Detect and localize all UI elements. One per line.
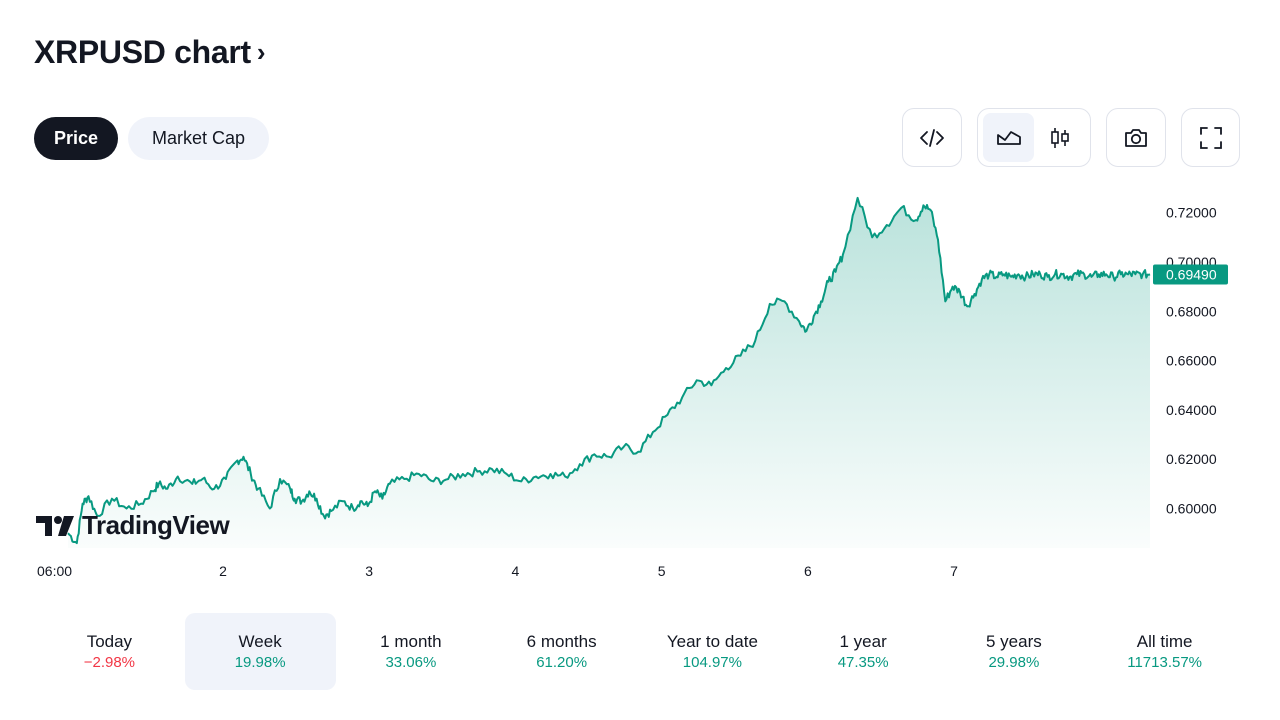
page-title: XRPUSD chart (34, 34, 251, 70)
period-selector: Today −2.98% Week 19.98% 1 month 33.06% … (34, 613, 1240, 690)
chevron-right-icon: › (256, 37, 266, 67)
y-tick-label: 0.60000 (1166, 501, 1217, 517)
embed-button[interactable] (907, 113, 958, 162)
x-tick-label: 5 (658, 563, 666, 579)
period-label: 1 year (839, 631, 887, 651)
period-label: Today (86, 631, 133, 651)
code-icon (920, 128, 944, 147)
candlestick-chart-button[interactable] (1034, 113, 1085, 162)
period-change: 29.98% (988, 653, 1040, 671)
period-all-time[interactable]: All time 11713.57% (1089, 613, 1240, 690)
period-today[interactable]: Today −2.98% (34, 613, 185, 690)
fullscreen-toolbar (1181, 108, 1240, 167)
period-label: Week (238, 631, 282, 651)
period-label: Year to date (666, 631, 758, 651)
y-tick-label: 0.72000 (1166, 205, 1217, 221)
period-1-month[interactable]: 1 month 33.06% (336, 613, 487, 690)
camera-icon (1125, 128, 1147, 147)
tab-price[interactable]: Price (34, 117, 118, 160)
fullscreen-icon (1199, 126, 1222, 149)
period-change: 104.97% (682, 653, 742, 671)
period-week[interactable]: Week 19.98% (184, 613, 336, 690)
period-label: 6 months (526, 631, 597, 651)
x-tick-label: 06:00 (37, 563, 72, 579)
x-tick-label: 7 (950, 563, 958, 579)
period-1-year[interactable]: 1 year 47.35% (788, 613, 939, 690)
fullscreen-button[interactable] (1185, 113, 1236, 162)
period-change: 61.20% (536, 653, 588, 671)
price-chart[interactable]: 0.72000 0.70000 0.68000 0.66000 0.64000 0.620… (0, 180, 1280, 590)
period-label: All time (1136, 631, 1193, 651)
period-6-months[interactable]: 6 months 61.20% (486, 613, 637, 690)
tradingview-logo-text: TradingView (82, 510, 230, 540)
area-chart-button[interactable] (983, 113, 1034, 162)
candlestick-icon (1050, 127, 1069, 148)
y-tick-label: 0.62000 (1166, 451, 1217, 467)
snapshot-button[interactable] (1111, 113, 1162, 162)
period-label: 5 years (986, 631, 1042, 651)
x-tick-label: 2 (219, 563, 227, 579)
price-chart-svg[interactable]: 0.720000.700000.680000.660000.640000.620… (0, 180, 1280, 590)
price-area-fill (68, 197, 1150, 548)
period-year-to-date[interactable]: Year to date 104.97% (637, 613, 788, 690)
tradingview-logo[interactable]: TradingView (36, 510, 230, 541)
tab-market-cap[interactable]: Market Cap (128, 117, 269, 160)
period-change: 33.06% (385, 653, 437, 671)
x-tick-label: 4 (512, 563, 520, 579)
y-tick-label: 0.66000 (1166, 353, 1217, 369)
embed-toolbar (902, 108, 962, 167)
tradingview-mark-icon (36, 515, 74, 536)
period-change: 11713.57% (1127, 653, 1203, 671)
price-line (67, 196, 1151, 545)
y-tick-label: 0.64000 (1166, 402, 1217, 418)
x-tick-label: 6 (804, 563, 812, 579)
x-tick-label: 3 (365, 563, 373, 579)
y-tick-label: 0.68000 (1166, 303, 1217, 319)
period-change: −2.98% (83, 653, 136, 671)
period-label: 1 month (380, 631, 442, 651)
period-change: 19.98% (234, 653, 286, 671)
last-price-label: 0.69490 (1166, 267, 1217, 283)
period-change: 47.35% (837, 653, 889, 671)
area-chart-icon (996, 130, 1021, 145)
last-price-tag (1153, 264, 1228, 285)
period-5-years[interactable]: 5 years 29.98% (939, 613, 1090, 690)
chart-style-toolbar (977, 108, 1091, 167)
chart-title-link[interactable]: XRPUSD chart › (34, 34, 266, 71)
snapshot-toolbar (1106, 108, 1166, 167)
